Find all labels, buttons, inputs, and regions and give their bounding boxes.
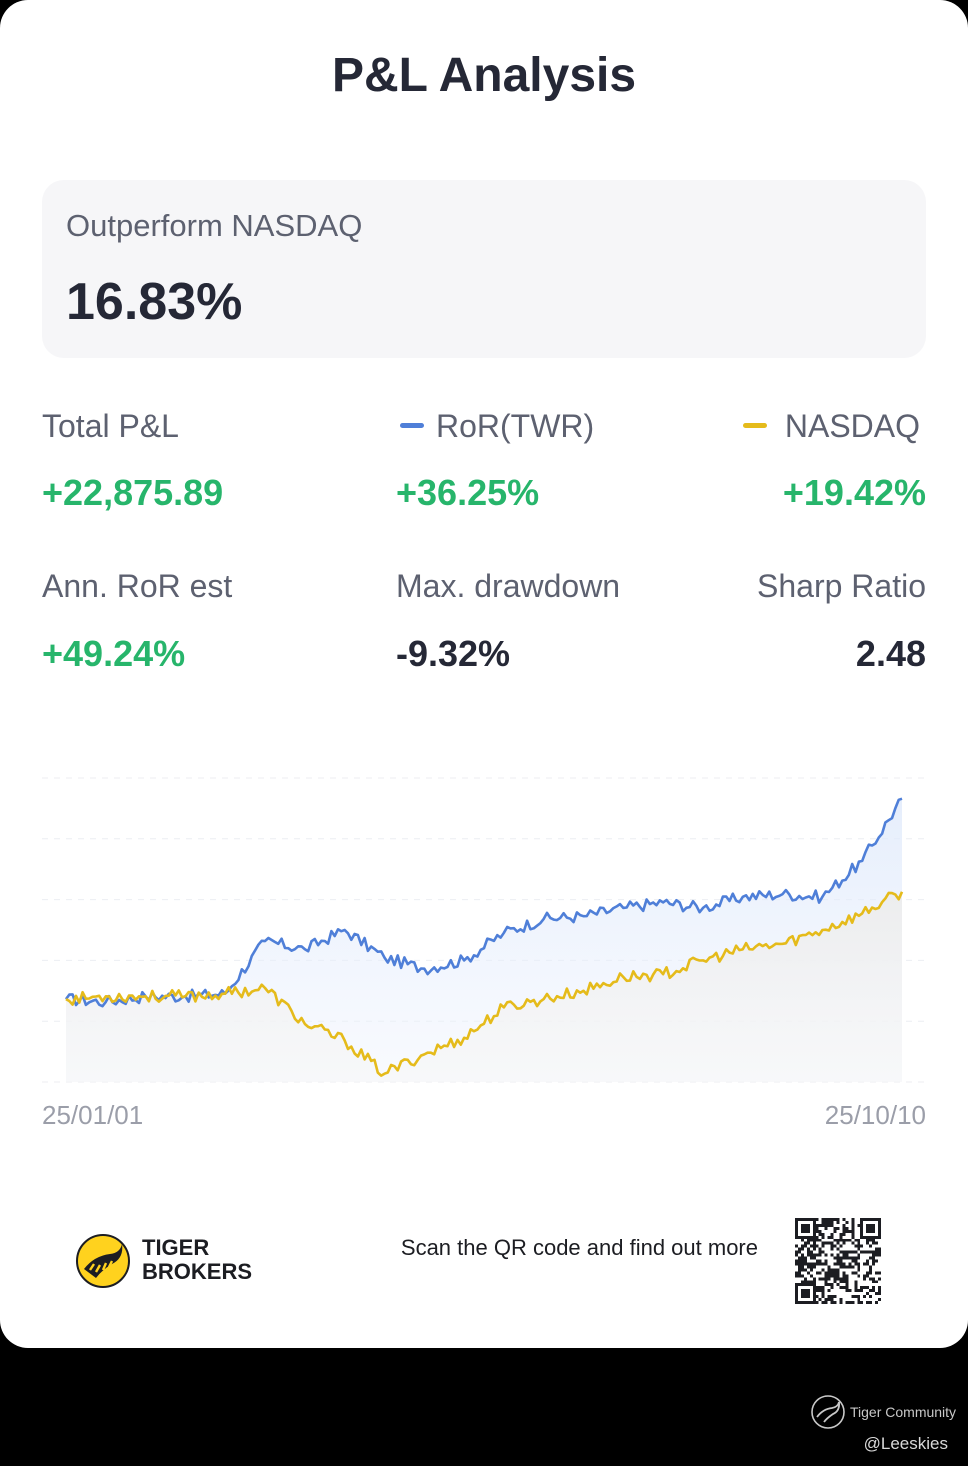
sharp-ratio-label: Sharp Ratio xyxy=(757,568,926,604)
qr-code[interactable] xyxy=(795,1218,881,1304)
outperform-panel: Outperform NASDAQ 16.83% xyxy=(42,180,926,358)
outperform-value: 16.83% xyxy=(66,273,243,331)
user-handle: @Leeskies xyxy=(863,1434,948,1453)
area-nasdaq xyxy=(66,891,902,1082)
max-drawdown-value: -9.32% xyxy=(396,633,511,674)
x-axis-start-label: 25/01/01 xyxy=(42,1100,144,1130)
pnl-card: P&L Analysis Outperform NASDAQ 16.83% To… xyxy=(0,0,968,1348)
nasdaq-label: NASDAQ xyxy=(784,408,920,444)
ror-value: +36.25% xyxy=(396,472,540,513)
total-pl-value: +22,875.89 xyxy=(42,472,224,513)
brand-line1: TIGER xyxy=(142,1235,210,1260)
brand-line2: BROKERS xyxy=(142,1259,253,1284)
ann-ror-value: +49.24% xyxy=(42,633,186,674)
nasdaq-value: +19.42% xyxy=(782,472,926,513)
series-line-nasdaq xyxy=(65,891,904,1077)
ror-legend-swatch xyxy=(400,423,424,429)
ror-label: RoR(TWR) xyxy=(436,408,595,444)
community-label: Tiger Community xyxy=(850,1404,957,1420)
scan-qr-text: Scan the QR code and find out more xyxy=(400,1235,758,1260)
x-axis-end-label: 25/10/10 xyxy=(824,1100,926,1130)
page-title: P&L Analysis xyxy=(331,49,637,102)
sharp-ratio-value: 2.48 xyxy=(855,633,926,674)
max-drawdown-label: Max. drawdown xyxy=(396,568,621,604)
nasdaq-legend-swatch xyxy=(742,423,767,429)
performance-chart xyxy=(42,777,926,1083)
ror-legend: RoR(TWR) xyxy=(400,408,594,445)
outperform-label: Outperform NASDAQ xyxy=(66,208,363,243)
series-line-ror-twr- xyxy=(64,797,903,1008)
tiger-community-logo-icon xyxy=(811,1395,845,1429)
nasdaq-legend: NASDAQ xyxy=(742,408,920,445)
total-pl-label: Total P&L xyxy=(42,408,179,444)
brand-name: TIGER BROKERS xyxy=(142,1236,252,1284)
tiger-brokers-logo xyxy=(76,1234,130,1288)
ann-ror-label: Ann. RoR est xyxy=(42,568,233,604)
